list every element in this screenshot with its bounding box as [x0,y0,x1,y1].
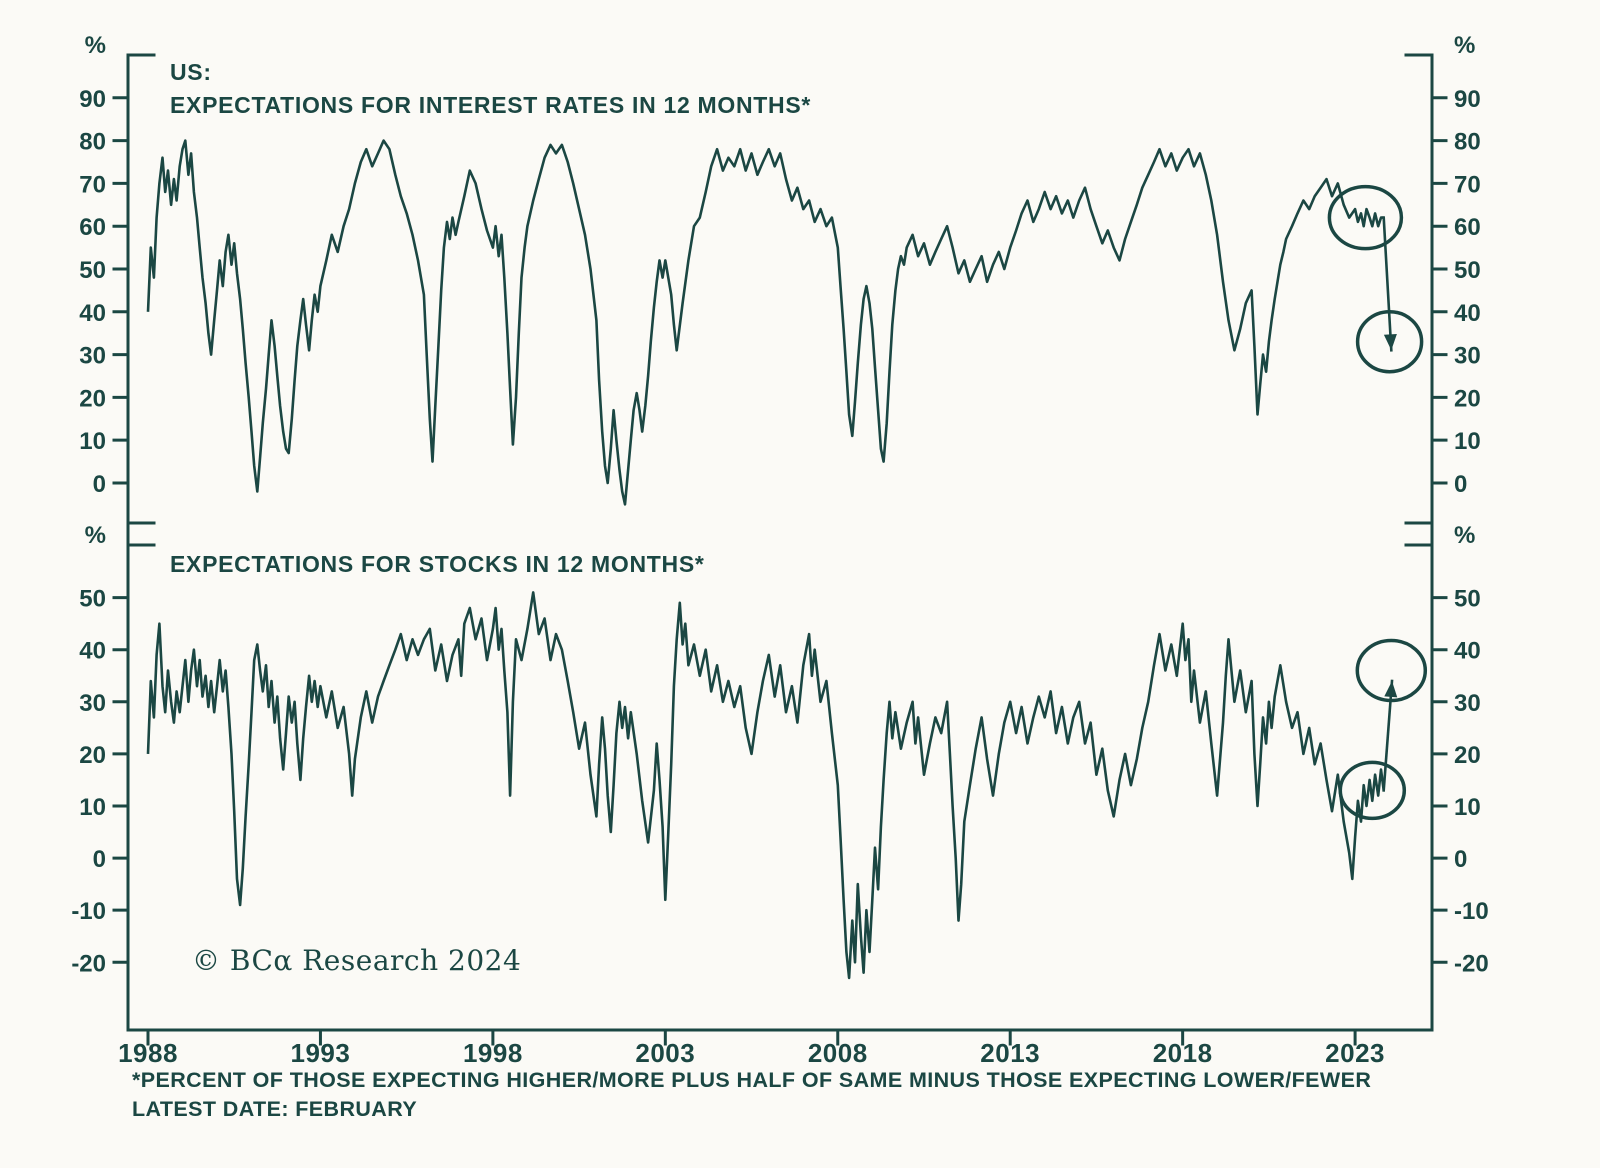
svg-text:%: % [85,522,106,549]
svg-text:-10: -10 [71,898,106,925]
bottom-chart-title: EXPECTATIONS FOR STOCKS IN 12 MONTHS* [170,548,705,581]
svg-text:20: 20 [79,742,106,769]
svg-text:-10: -10 [1454,898,1489,925]
svg-text:60: 60 [79,214,106,241]
svg-text:2013: 2013 [980,1038,1040,1068]
svg-text:1998: 1998 [463,1038,523,1068]
svg-text:1993: 1993 [291,1038,351,1068]
svg-text:90: 90 [79,86,106,113]
top-chart-title-line2: EXPECTATIONS FOR INTEREST RATES IN 12 MO… [170,92,812,118]
svg-text:2023: 2023 [1325,1038,1385,1068]
svg-text:60: 60 [1454,214,1481,241]
svg-text:0: 0 [1454,846,1467,873]
footnote-line2: LATEST DATE: FEBRUARY [132,1097,418,1121]
svg-text:2018: 2018 [1153,1038,1213,1068]
svg-text:70: 70 [79,171,106,198]
svg-text:-20: -20 [1454,950,1489,977]
svg-text:30: 30 [79,690,106,717]
footnote: *PERCENT OF THOSE EXPECTING HIGHER/MORE … [132,1066,1371,1124]
svg-text:10: 10 [79,794,106,821]
svg-text:0: 0 [93,471,106,498]
svg-text:40: 40 [79,300,106,327]
bottom-chart-title-line1: EXPECTATIONS FOR STOCKS IN 12 MONTHS* [170,551,705,577]
svg-text:40: 40 [79,638,106,665]
svg-text:30: 30 [1454,343,1481,370]
svg-text:%: % [85,32,106,59]
svg-text:0: 0 [93,846,106,873]
svg-text:50: 50 [79,586,106,613]
svg-text:0: 0 [1454,471,1467,498]
svg-text:20: 20 [1454,385,1481,412]
svg-text:%: % [1454,522,1475,549]
svg-text:30: 30 [1454,690,1481,717]
svg-text:-20: -20 [71,950,106,977]
svg-text:20: 20 [1454,742,1481,769]
svg-text:70: 70 [1454,171,1481,198]
footnote-line1: *PERCENT OF THOSE EXPECTING HIGHER/MORE … [132,1068,1372,1092]
svg-text:10: 10 [79,428,106,455]
svg-text:2008: 2008 [808,1038,868,1068]
svg-text:80: 80 [1454,129,1481,156]
svg-text:2003: 2003 [635,1038,695,1068]
svg-text:20: 20 [79,385,106,412]
top-chart-title: US: EXPECTATIONS FOR INTEREST RATES IN 1… [170,56,811,122]
svg-text:30: 30 [79,343,106,370]
svg-text:1988: 1988 [118,1038,178,1068]
svg-text:50: 50 [79,257,106,284]
svg-text:10: 10 [1454,428,1481,455]
svg-text:40: 40 [1454,638,1481,665]
svg-text:10: 10 [1454,794,1481,821]
svg-text:90: 90 [1454,86,1481,113]
top-chart-title-line1: US: [170,59,212,85]
svg-text:%: % [1454,32,1475,59]
svg-text:50: 50 [1454,586,1481,613]
svg-text:50: 50 [1454,257,1481,284]
svg-text:40: 40 [1454,300,1481,327]
copyright-text: © BCα Research 2024 [192,944,522,977]
svg-text:80: 80 [79,129,106,156]
